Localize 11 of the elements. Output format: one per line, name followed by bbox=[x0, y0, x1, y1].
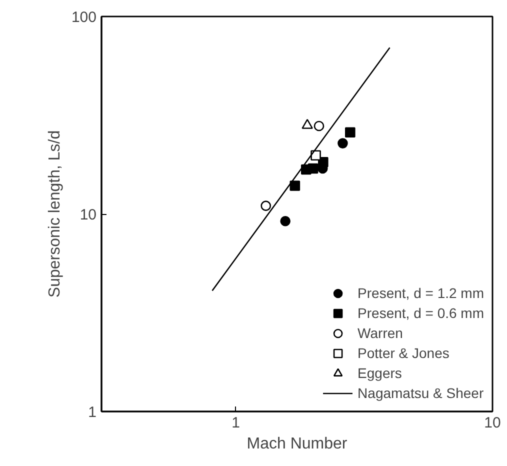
legend-label: Warren bbox=[358, 325, 403, 341]
legend-label: Nagamatsu & Sheer bbox=[358, 385, 484, 401]
legend-label: Potter & Jones bbox=[358, 345, 450, 361]
legend-label: Present, d = 0.6 mm bbox=[358, 305, 484, 321]
legend-label: Present, d = 1.2 mm bbox=[358, 285, 484, 301]
x-axis-title: Mach Number bbox=[246, 436, 348, 452]
y-tick-label: 100 bbox=[71, 9, 97, 26]
y-tick-label: 1 bbox=[88, 404, 96, 421]
y-axis-title: Supersonic length, Ls/d bbox=[46, 130, 64, 298]
y-tick-label: 10 bbox=[80, 206, 97, 224]
legend-label: Eggers bbox=[358, 365, 402, 381]
